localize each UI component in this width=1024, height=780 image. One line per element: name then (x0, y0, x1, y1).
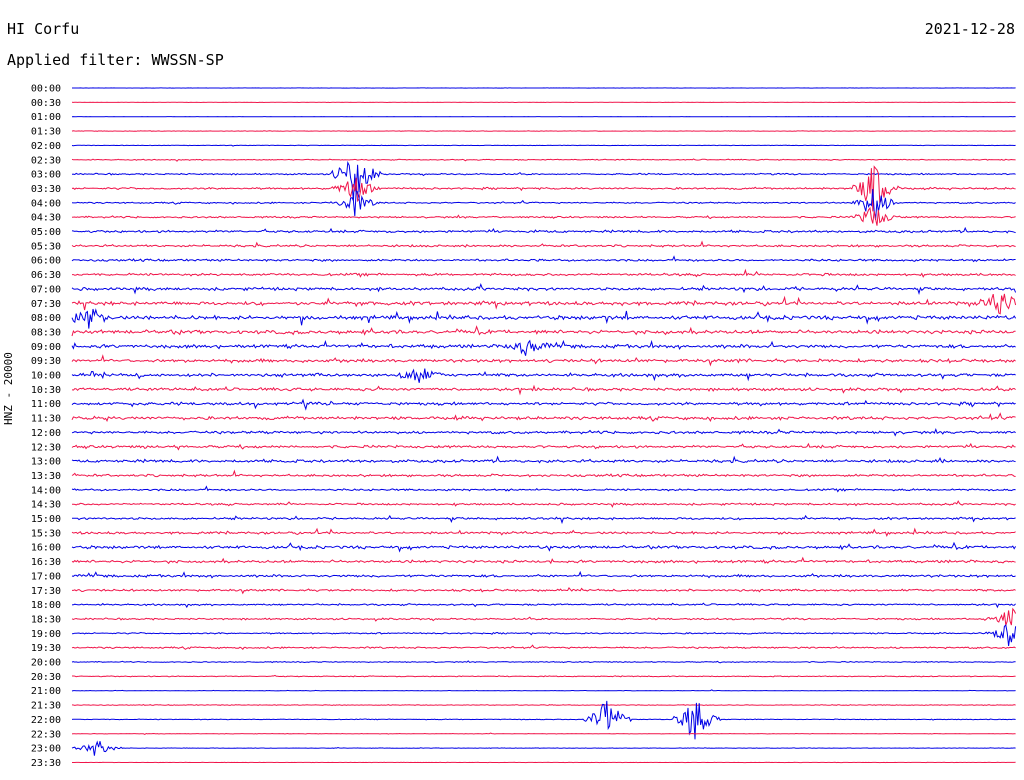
row-time-label: 19:00 (31, 629, 61, 640)
row-time-label: 15:00 (31, 514, 61, 525)
trace-row (71, 469, 1016, 478)
trace-row (71, 556, 1016, 565)
row-time-label: 00:00 (31, 84, 61, 95)
trace-row (71, 740, 1016, 756)
trace-row (72, 500, 1016, 508)
row-time-label: 21:30 (31, 701, 61, 712)
row-time-label: 16:00 (31, 543, 61, 554)
trace-row (71, 339, 1016, 356)
trace-row (71, 689, 1016, 692)
trace-row (71, 354, 1016, 367)
station-title: HI Corfu (7, 20, 80, 38)
trace-row (71, 732, 1016, 735)
row-time-label: 11:30 (31, 414, 61, 425)
row-time-label: 13:00 (31, 457, 61, 468)
row-time-label: 23:00 (31, 744, 61, 755)
trace-row (72, 514, 1016, 525)
trace-row (71, 700, 1016, 740)
row-time-label: 09:30 (31, 356, 61, 367)
trace-row (71, 455, 1016, 464)
row-time-label: 02:00 (31, 141, 61, 152)
row-time-label: 18:00 (31, 600, 61, 611)
row-time-label: 01:30 (31, 127, 61, 138)
trace-row (71, 602, 1016, 609)
row-time-label: 18:30 (31, 614, 61, 625)
trace-row (71, 189, 1016, 220)
trace-row (71, 624, 1017, 646)
row-time-label: 06:30 (31, 270, 61, 281)
trace-row (71, 308, 1017, 329)
row-time-label: 23:30 (31, 758, 61, 769)
row-time-label: 01:00 (31, 112, 61, 123)
row-time-label: 04:00 (31, 198, 61, 209)
trace-row (71, 368, 1016, 383)
trace-row (71, 226, 1016, 234)
trace-row (72, 674, 1016, 678)
row-time-label: 20:30 (31, 672, 61, 683)
row-time-label: 17:00 (31, 571, 61, 582)
row-time-label: 12:30 (31, 442, 61, 453)
row-time-label: 22:30 (31, 729, 61, 740)
row-time-label: 09:00 (31, 342, 61, 353)
trace-row (71, 158, 1016, 162)
trace-row (71, 325, 1016, 337)
row-time-label: 20:00 (31, 658, 61, 669)
row-time-label: 19:30 (31, 643, 61, 654)
row-time-label: 17:30 (31, 586, 61, 597)
row-time-label: 12:00 (31, 428, 61, 439)
trace-row (71, 427, 1016, 437)
filter-label: Applied filter: WWSSN-SP (7, 51, 224, 69)
trace-row (71, 412, 1016, 423)
trace-row (71, 384, 1016, 396)
row-time-label: 08:30 (31, 327, 61, 338)
trace-row (71, 293, 1017, 315)
row-time-label: 04:30 (31, 213, 61, 224)
row-time-label: 15:30 (31, 528, 61, 539)
trace-row (71, 160, 1016, 201)
row-time-label: 02:30 (31, 155, 61, 166)
trace-row (71, 660, 1016, 664)
trace-row (71, 206, 1016, 226)
trace-row (71, 704, 1016, 707)
trace-row (71, 130, 1016, 132)
row-time-label: 05:30 (31, 241, 61, 252)
trace-row (72, 268, 1016, 278)
trace-row (71, 255, 1016, 263)
trace-row (71, 485, 1016, 493)
row-time-label: 22:00 (31, 715, 61, 726)
trace-row (71, 607, 1017, 626)
row-time-label: 08:00 (31, 313, 61, 324)
trace-row (71, 144, 1016, 147)
row-time-label: 16:30 (31, 557, 61, 568)
trace-row (71, 398, 1016, 411)
trace-row (71, 165, 1016, 212)
trace-row (71, 282, 1017, 295)
row-time-label: 03:30 (31, 184, 61, 195)
row-time-label: 10:00 (31, 371, 61, 382)
trace-row (71, 570, 1016, 579)
row-time-label: 21:00 (31, 686, 61, 697)
row-time-label: 05:00 (31, 227, 61, 238)
trace-row (72, 587, 1016, 595)
row-time-label: 14:30 (31, 500, 61, 511)
row-time-label: 06:00 (31, 256, 61, 267)
trace-row (71, 541, 1017, 553)
date-label: 2021-12-28 (924, 20, 1015, 38)
row-time-label: 10:30 (31, 385, 61, 396)
row-time-label: 00:30 (31, 98, 61, 109)
row-time-label: 11:00 (31, 399, 61, 410)
row-time-label: 14:00 (31, 485, 61, 496)
row-time-label: 07:00 (31, 284, 61, 295)
row-time-label: 07:30 (31, 299, 61, 310)
trace-row (71, 240, 1016, 248)
row-time-label: 03:00 (31, 170, 61, 181)
row-time-label: 13:30 (31, 471, 61, 482)
trace-row (71, 527, 1016, 537)
trace-row (71, 442, 1016, 451)
trace-row (71, 644, 1016, 650)
